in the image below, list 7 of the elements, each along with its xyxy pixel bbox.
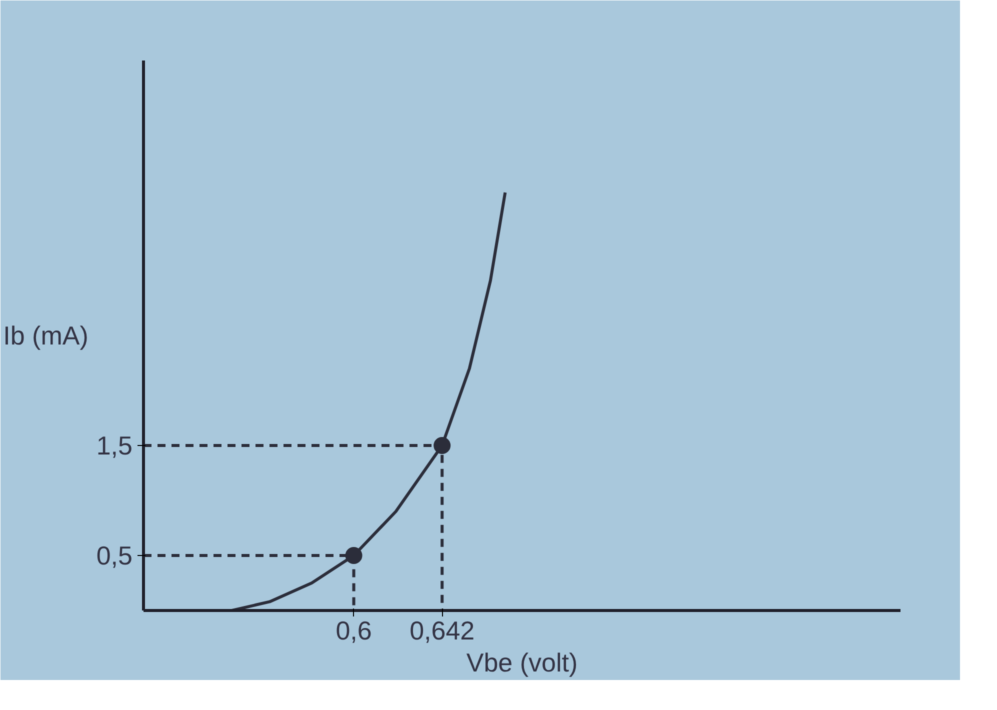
x-tick-label: 0,642 (410, 616, 475, 646)
y-tick-label: 1,5 (96, 430, 133, 460)
y-tick-label: 0,5 (96, 540, 133, 570)
x-axis-title: Vbe (volt) (466, 648, 578, 678)
y-axis-title: Ib (mA) (3, 320, 88, 350)
x-tick-label: 0,6 (336, 616, 372, 646)
line-series (230, 191, 507, 610)
